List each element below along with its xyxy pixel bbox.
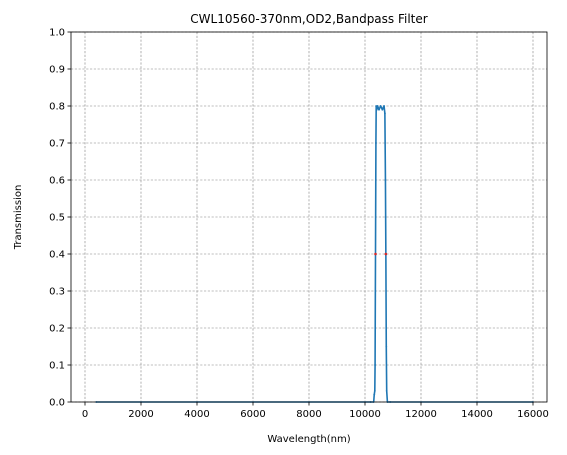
data-point <box>376 105 379 107</box>
y-tick-label: 0.8 <box>49 102 65 113</box>
data-point <box>383 105 385 107</box>
y-tick-label: 0.3 <box>49 287 65 298</box>
x-tick-label: 16000 <box>517 409 549 420</box>
data-point <box>385 345 388 348</box>
data-point <box>384 179 387 181</box>
data-point <box>375 142 377 144</box>
x-tick-label: 12000 <box>405 409 437 420</box>
y-axis-label: Transmission <box>13 185 24 251</box>
data-point <box>383 112 386 115</box>
axes: 0 2000 4000 6000 8000 10000 12000 14000 16000 0.0… <box>49 28 549 421</box>
x-tick-label: 10000 <box>349 409 381 420</box>
half-max-marker <box>384 252 388 256</box>
x-tick-label: 14000 <box>461 409 493 420</box>
x-tick-label: 0 <box>82 409 88 420</box>
x-axis-label: Wavelength(nm) <box>267 434 350 445</box>
x-tick-label: 4000 <box>184 409 209 420</box>
labels: CWL10560-370nm,OD2,Bandpass Filter Wavel… <box>13 12 428 445</box>
x-tick-label: 8000 <box>296 409 321 420</box>
y-tick-label: 0.6 <box>49 176 65 187</box>
data-point <box>381 108 384 111</box>
data-point <box>379 105 382 107</box>
half-max-marker <box>374 252 377 256</box>
y-tick-label: 0.2 <box>49 324 65 335</box>
data-point <box>378 108 380 111</box>
y-tick-label: 0.9 <box>49 65 65 76</box>
y-tick-label: 0.1 <box>49 361 65 372</box>
data-point <box>374 364 376 366</box>
y-tick-label: 1.0 <box>49 28 65 39</box>
x-tick-label: 6000 <box>240 409 265 420</box>
y-tick-label: 0.7 <box>49 139 65 150</box>
data-point <box>375 105 378 107</box>
y-tick-label: 0.4 <box>49 250 65 261</box>
data-point <box>375 108 378 111</box>
x-tick-label: 2000 <box>128 409 153 420</box>
y-tick-label: 0.0 <box>49 398 65 409</box>
data-point <box>373 390 376 392</box>
data-point <box>373 393 376 396</box>
y-tick-label: 0.5 <box>49 213 65 224</box>
data-point <box>385 390 388 392</box>
chart-title: CWL10560-370nm,OD2,Bandpass Filter <box>190 12 427 26</box>
